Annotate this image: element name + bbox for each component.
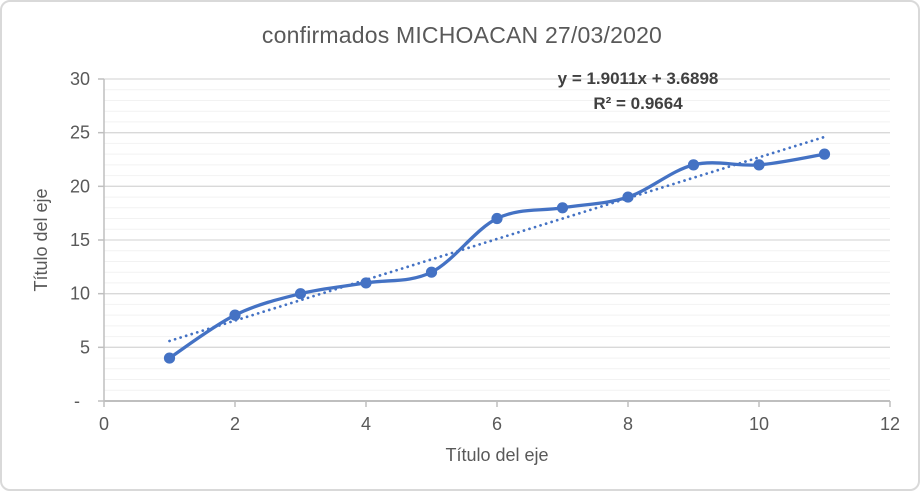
data-point-marker — [294, 288, 307, 300]
trendline-equation: y = 1.9011x + 3.6898 — [557, 69, 719, 88]
trendline-equation-block: y = 1.9011x + 3.6898 R² = 0.9664 — [488, 66, 788, 116]
data-point-marker — [753, 159, 765, 171]
x-tick-label: 0 — [99, 414, 109, 434]
data-point-marker — [622, 191, 634, 203]
x-tick-label: 2 — [230, 414, 240, 434]
x-tick-label: 10 — [749, 414, 769, 434]
data-point-marker — [818, 148, 831, 160]
chart-title: confirmados MICHOACAN 27/03/2020 — [261, 22, 663, 48]
x-tick-label: 4 — [361, 414, 371, 434]
x-axis-title: Título del eje — [445, 445, 549, 465]
y-tick-label: 20 — [70, 176, 90, 196]
data-point-marker — [687, 159, 700, 171]
y-tick-label: 15 — [70, 230, 90, 250]
x-tick-label: 8 — [623, 414, 633, 434]
x-tick-label: 12 — [880, 414, 900, 434]
y-tick-label: 30 — [70, 69, 90, 89]
y-tick-label: - — [74, 391, 80, 411]
x-tick-label: 6 — [492, 414, 502, 434]
trendline — [168, 135, 826, 343]
y-tick-label: 10 — [70, 284, 90, 304]
data-point-marker — [229, 309, 241, 321]
data-point-marker — [360, 277, 372, 289]
y-tick-label: 25 — [70, 123, 90, 143]
y-tick-label: 5 — [80, 337, 90, 357]
y-axis-title: Título del eje — [31, 188, 51, 292]
data-point-marker — [163, 352, 176, 364]
data-point-marker — [425, 266, 438, 278]
data-point-marker — [491, 212, 503, 225]
trendline-r-squared: R² = 0.9664 — [593, 94, 683, 113]
data-point-marker — [556, 202, 569, 214]
series-line — [167, 152, 827, 360]
